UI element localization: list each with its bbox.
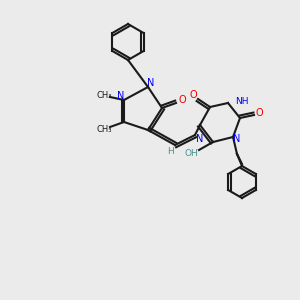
Text: N: N <box>196 134 204 144</box>
Text: O: O <box>178 95 186 105</box>
Text: NH: NH <box>235 97 248 106</box>
Text: H: H <box>167 148 173 157</box>
Text: CH₃: CH₃ <box>96 91 112 100</box>
Text: O: O <box>255 108 263 118</box>
Text: N: N <box>117 91 125 101</box>
Text: N: N <box>147 78 155 88</box>
Text: O: O <box>189 90 197 100</box>
Text: N: N <box>233 134 241 144</box>
Text: OH: OH <box>184 149 198 158</box>
Text: CH₃: CH₃ <box>96 125 112 134</box>
